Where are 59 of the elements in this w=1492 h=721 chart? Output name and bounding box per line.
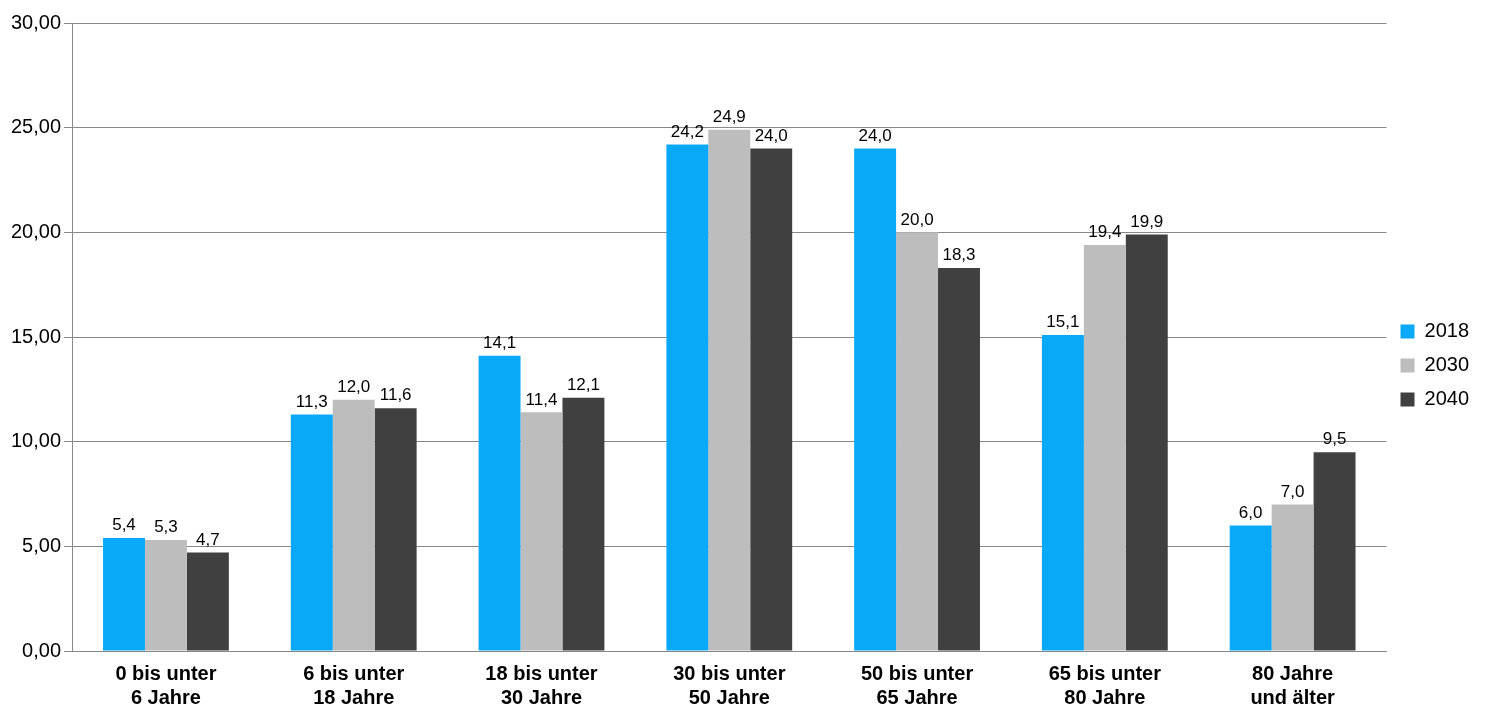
bar	[520, 412, 563, 651]
bar	[1313, 452, 1356, 651]
data-label: 11,4	[525, 389, 558, 409]
data-label: 11,3	[295, 391, 328, 411]
data-label: 9,5	[1322, 429, 1347, 449]
bar	[1125, 234, 1168, 651]
x-tick-label: 6 bis unter 18 Jahre	[303, 661, 405, 708]
y-tick-label: 25,00	[10, 115, 62, 138]
bar	[1271, 504, 1314, 651]
bar	[938, 267, 980, 651]
data-label: 12,1	[566, 374, 600, 394]
bar	[332, 399, 375, 651]
y-tick-label: 30,00	[10, 10, 62, 33]
x-tick-label: 18 bis unter 30 Jahre	[485, 661, 598, 708]
bar	[290, 414, 333, 651]
x-tick-label: 0 bis unter 6 Jahre	[115, 661, 217, 708]
bar	[1229, 525, 1272, 651]
data-label: 19,4	[1088, 222, 1122, 242]
bar	[103, 537, 145, 651]
bar	[666, 144, 709, 651]
bar	[478, 355, 521, 651]
legend-label: 2018	[1424, 319, 1470, 342]
data-label: 20,0	[900, 209, 934, 229]
bar	[1041, 334, 1084, 651]
data-label: 12,0	[337, 376, 371, 396]
y-tick-label: 0,00	[22, 638, 62, 661]
y-tick-label: 20,00	[10, 219, 62, 242]
bar	[896, 232, 939, 651]
bar	[144, 540, 187, 651]
bar	[854, 148, 897, 651]
data-label: 24,0	[754, 125, 788, 145]
bar	[374, 408, 417, 651]
data-label: 11,6	[379, 385, 412, 405]
x-tick-label: 80 Jahre und älter	[1250, 661, 1336, 708]
data-label: 24,0	[858, 125, 892, 145]
bar	[562, 397, 605, 651]
legend-label: 2040	[1424, 387, 1470, 410]
bar	[1083, 244, 1126, 651]
y-tick-label: 15,00	[10, 324, 62, 347]
data-label: 15,1	[1046, 312, 1080, 332]
data-label: 6,0	[1238, 502, 1263, 522]
data-label: 5,3	[154, 517, 178, 537]
data-label: 4,7	[196, 529, 220, 549]
data-label: 7,0	[1280, 481, 1305, 501]
data-label: 24,9	[712, 106, 746, 126]
data-label: 24,2	[670, 121, 704, 141]
bar	[186, 552, 229, 651]
data-label: 14,1	[483, 333, 517, 353]
x-tick-label: 65 bis unter 80 Jahre	[1048, 661, 1162, 708]
y-tick-label: 5,00	[22, 533, 62, 556]
data-label: 18,3	[942, 245, 976, 265]
bar	[750, 148, 793, 651]
x-tick-label: 50 bis unter 65 Jahre	[860, 661, 974, 708]
data-label: 19,9	[1130, 211, 1164, 231]
bar	[708, 129, 751, 651]
x-tick-label: 30 bis unter 50 Jahre	[673, 661, 786, 708]
legend-label: 2030	[1424, 353, 1470, 376]
y-tick-label: 10,00	[10, 429, 62, 452]
data-label: 5,4	[112, 515, 136, 535]
